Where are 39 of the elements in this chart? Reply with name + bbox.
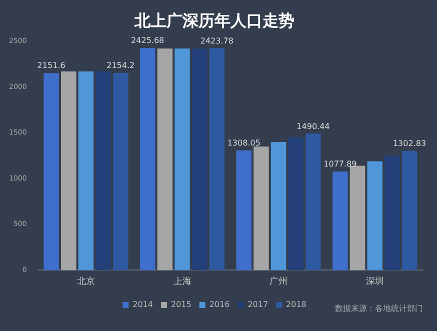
bar xyxy=(174,48,190,270)
legend-label: 2015 xyxy=(170,300,192,310)
data-label: 1490.44 xyxy=(296,122,330,131)
data-label: 1302.83 xyxy=(392,138,426,148)
bar xyxy=(288,137,304,270)
legend-label: 2017 xyxy=(248,300,268,310)
x-tick-label: 北京 xyxy=(76,276,95,287)
bar xyxy=(61,71,76,270)
bar xyxy=(367,161,382,270)
bar xyxy=(384,156,400,270)
bar xyxy=(96,71,111,270)
bar xyxy=(44,73,59,270)
data-label: 1308.05 xyxy=(227,138,260,148)
bar xyxy=(254,146,269,270)
bar xyxy=(350,166,366,270)
data-label: 2425.68 xyxy=(131,36,164,46)
legend-label: 2014 xyxy=(132,300,153,310)
data-label: 2151.6 xyxy=(37,61,66,70)
bar xyxy=(306,134,321,270)
bar xyxy=(113,72,128,270)
bar xyxy=(157,48,173,270)
data-label: 2423.78 xyxy=(200,36,234,46)
data-label: 1077.89 xyxy=(324,160,357,169)
bar xyxy=(402,150,418,270)
source-note: 数据来源：各地统计部门 xyxy=(335,304,423,314)
chart-title: 北上广深历年人口走势 xyxy=(134,10,294,30)
bar xyxy=(78,71,94,270)
legend-label: 2016 xyxy=(209,300,230,310)
x-tick-label: 深圳 xyxy=(366,276,384,287)
data-label: 2154.2 xyxy=(106,60,135,70)
bar xyxy=(270,142,286,270)
bar xyxy=(192,48,208,270)
legend-label: 2018 xyxy=(286,300,306,310)
bar xyxy=(209,48,225,270)
bar xyxy=(332,171,348,270)
bar xyxy=(236,150,252,270)
x-tick-label: 上海 xyxy=(173,276,192,287)
x-tick-label: 广州 xyxy=(270,276,288,287)
bar xyxy=(140,48,156,270)
